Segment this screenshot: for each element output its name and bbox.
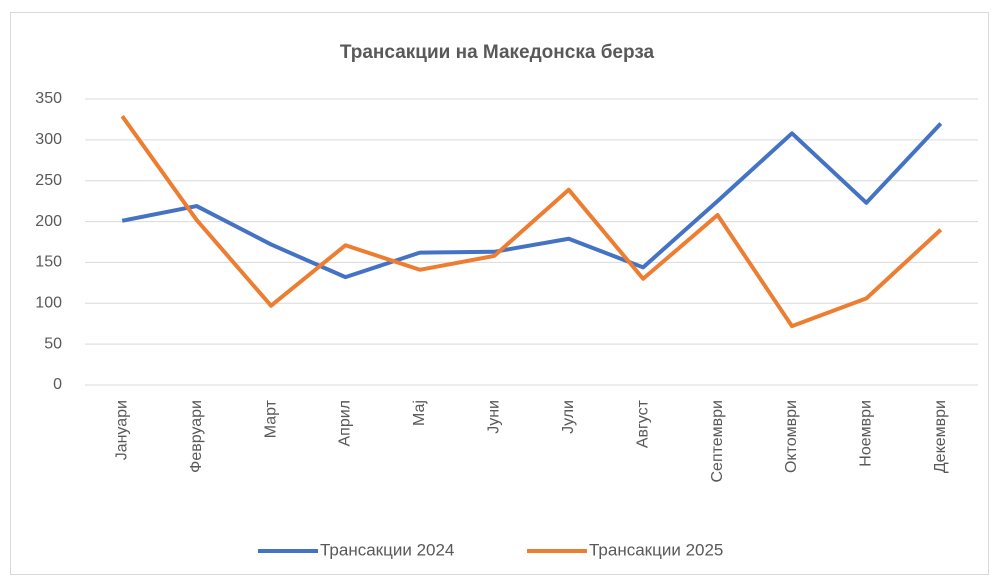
- x-tick-label: Март: [262, 399, 279, 438]
- y-tick-label: 100: [35, 295, 62, 312]
- x-tick-label: Септември: [709, 400, 726, 483]
- x-tick-label: Август: [634, 399, 651, 448]
- y-tick-label: 350: [35, 90, 62, 107]
- legend-label: Трансакции 2025: [589, 540, 723, 559]
- x-tick-label: Мај: [411, 400, 428, 426]
- x-tick-label: Јули: [560, 400, 577, 434]
- y-tick-label: 50: [44, 335, 62, 352]
- legend-label: Трансакции 2024: [320, 540, 454, 559]
- y-tick-label: 250: [35, 172, 62, 189]
- x-tick-label: Февруари: [188, 400, 205, 473]
- x-tick-label: Јануари: [113, 400, 130, 460]
- x-tick-label: Ноември: [858, 400, 875, 467]
- x-tick-label: Октомври: [783, 400, 800, 473]
- x-tick-label: Април: [337, 400, 354, 447]
- x-tick-label: Декември: [932, 400, 949, 473]
- x-tick-label: Јуни: [486, 400, 503, 434]
- y-tick-label: 300: [35, 131, 62, 148]
- y-tick-label: 150: [35, 254, 62, 271]
- chart-title: Трансакции на Македонска берза: [340, 42, 655, 63]
- y-tick-label: 0: [53, 376, 62, 393]
- data-line: [121, 122, 943, 280]
- data-line: [120, 114, 943, 329]
- y-tick-label: 200: [35, 213, 62, 230]
- chart-border: [10, 12, 989, 575]
